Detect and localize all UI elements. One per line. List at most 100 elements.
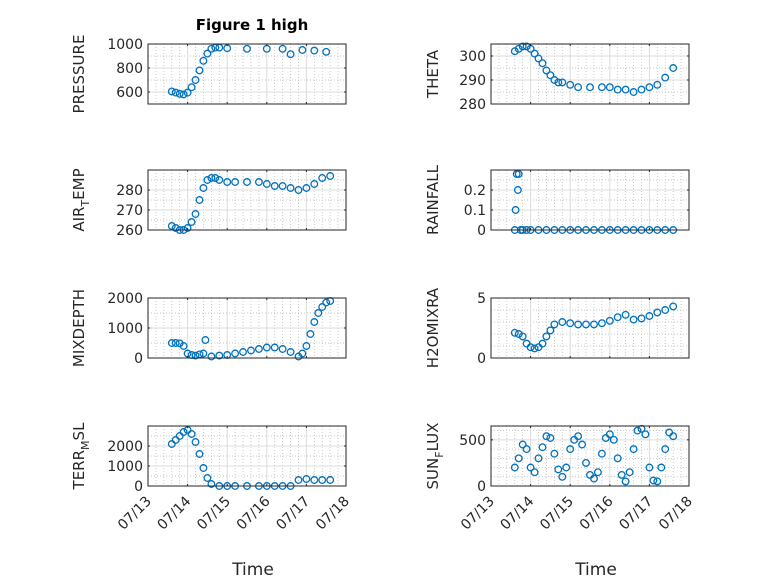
axes-frame: [490, 169, 690, 231]
data-point: [522, 42, 531, 51]
data-point: [542, 66, 551, 75]
data-point: [215, 176, 224, 184]
data-point: [183, 224, 192, 232]
data-point: [633, 426, 642, 435]
x-tick-label: 07/18: [656, 494, 696, 534]
data-point: [637, 314, 646, 323]
x-tick-label: 07/14: [498, 493, 538, 533]
y-tick-label: 0.2: [464, 183, 486, 199]
data-point: [546, 434, 555, 442]
subplot-pressure: 600 800 1000 PRESSURE: [70, 35, 347, 113]
subplot-mixdepth: 0 1000 2000 MIXDEPTH: [70, 289, 347, 367]
data-point: [605, 83, 614, 92]
y-tick-label: 5: [477, 291, 486, 307]
x-tick-label: 07/13: [458, 494, 498, 534]
data-point: [167, 222, 176, 230]
data-point: [167, 87, 176, 96]
data-point: [191, 76, 200, 84]
data-point: [582, 320, 590, 329]
data-point: [669, 302, 678, 311]
data-point: [657, 463, 666, 472]
axes-frame: [490, 425, 690, 487]
data-point: [175, 432, 184, 440]
data-point: [578, 440, 587, 449]
data-point: [294, 476, 303, 484]
y-tick-label: 1000: [107, 321, 143, 337]
y-tick-label: 280: [116, 183, 143, 199]
data-point: [597, 449, 606, 458]
data-point: [203, 474, 212, 482]
subplot-air-temp: 260 270 280 AIRTEMP: [70, 168, 347, 239]
y-tick-label: 2000: [107, 291, 143, 307]
data-point: [302, 184, 311, 192]
data-point: [534, 454, 543, 463]
y-axis-label: RAINFALL: [424, 164, 442, 235]
data-point: [586, 470, 594, 479]
data-point: [645, 463, 654, 472]
data-point: [203, 49, 212, 58]
subplot-theta: 280 290 300 THETA: [424, 42, 690, 113]
data-point: [546, 71, 555, 80]
data-point: [207, 44, 216, 53]
data-point: [629, 445, 638, 454]
axes-frame: [147, 425, 347, 487]
data-point: [187, 218, 196, 226]
data-point: [621, 85, 630, 94]
data-point: [278, 44, 287, 53]
data-point: [566, 80, 575, 89]
data-point: [175, 89, 184, 98]
data-point: [514, 330, 523, 338]
data-point: [566, 445, 575, 454]
data-point: [262, 343, 271, 352]
data-point: [191, 351, 200, 360]
data-point: [195, 450, 204, 458]
data-point: [645, 83, 654, 92]
data-point: [201, 336, 210, 344]
data-point: [243, 44, 251, 53]
data-point: [518, 42, 527, 51]
data-point: [653, 308, 662, 317]
data-point: [586, 83, 594, 92]
data-point: [645, 312, 654, 320]
data-point: [191, 210, 200, 218]
y-tick-label: 0.1: [464, 203, 486, 219]
data-point: [513, 186, 522, 194]
data-point: [511, 206, 520, 214]
data-point: [286, 50, 295, 59]
x-tick-label: 07/17: [616, 494, 656, 534]
data-point: [262, 180, 271, 188]
y-tick-label: 260: [116, 223, 143, 239]
data-point: [538, 59, 547, 68]
y-axis-label: MIXDEPTH: [70, 289, 88, 367]
y-axis-label: SUNFLUX: [424, 423, 446, 490]
data-point: [558, 318, 567, 326]
data-point: [314, 309, 323, 317]
data-point: [621, 477, 630, 486]
data-point: [247, 346, 255, 355]
y-tick-label: 300: [459, 49, 486, 65]
y-tick-label: 270: [116, 203, 143, 219]
data-point: [661, 73, 670, 82]
y-tick-label: 280: [459, 97, 486, 113]
data-point: [653, 80, 662, 89]
data-point: [318, 174, 327, 182]
data-point: [590, 320, 598, 329]
data-point: [665, 428, 674, 437]
data-point: [574, 83, 583, 92]
axes-frame: [490, 297, 690, 359]
data-point: [306, 330, 315, 338]
data-point: [621, 310, 630, 319]
y-axis-label: AIRTEMP: [70, 168, 92, 231]
x-tick-label: 07/14: [155, 493, 195, 533]
figure-title: Figure 1 high: [196, 16, 309, 34]
y-tick-label: 500: [459, 433, 486, 449]
axes-frame: [147, 169, 347, 231]
data-point: [669, 432, 678, 441]
data-point: [195, 66, 204, 75]
x-tick-label: 07/15: [194, 494, 234, 534]
data-point: [298, 46, 307, 54]
x-tick-label: 07/13: [115, 494, 155, 534]
data-point: [199, 56, 208, 65]
data-point: [522, 445, 531, 454]
